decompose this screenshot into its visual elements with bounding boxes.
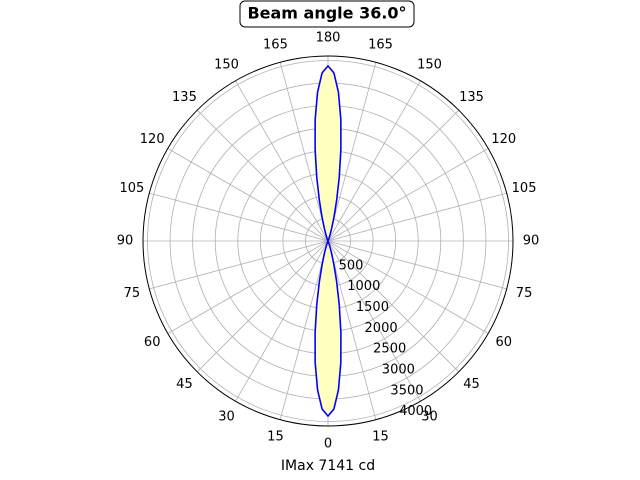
r-tick-label: 2000 xyxy=(365,321,398,336)
theta-tick-label: 180 xyxy=(316,31,341,46)
theta-tick-label: 60 xyxy=(496,335,513,350)
r-tick-label: 500 xyxy=(339,258,364,273)
r-tick-label: 1000 xyxy=(347,279,380,294)
r-tick-label: 3000 xyxy=(382,363,415,378)
theta-tick-label: 45 xyxy=(463,377,480,392)
r-tick-label: 2500 xyxy=(373,342,406,357)
grid-spoke xyxy=(327,62,377,242)
beam-line xyxy=(314,64,342,418)
theta-tick-label: 150 xyxy=(417,58,442,73)
theta-tick-label: 105 xyxy=(120,181,145,196)
theta-tick-label: 90 xyxy=(523,234,540,249)
grid-spoke xyxy=(327,240,377,420)
theta-tick-label: 105 xyxy=(512,181,537,196)
grid-spoke xyxy=(327,148,489,242)
r-tick-label: 4000 xyxy=(399,404,432,419)
polar-frame xyxy=(142,55,514,427)
theta-tick-label: 30 xyxy=(421,409,438,424)
grid-spoke xyxy=(327,240,421,402)
theta-tick-label: 0 xyxy=(324,437,332,452)
theta-tick-label: 15 xyxy=(372,430,389,445)
theta-tick-label: 150 xyxy=(214,58,239,73)
grid-spoke xyxy=(327,240,460,373)
grid-spoke xyxy=(196,240,329,373)
theta-tick-label: 15 xyxy=(267,430,284,445)
grid-spoke xyxy=(327,80,421,242)
theta-tick-label: 75 xyxy=(516,286,533,301)
theta-tick-label: 60 xyxy=(144,335,161,350)
grid-spoke xyxy=(327,240,489,334)
grid-spoke xyxy=(149,192,329,242)
theta-tick-label: 135 xyxy=(459,90,484,105)
grid-spoke xyxy=(327,192,507,242)
grid-spoke xyxy=(327,109,460,242)
grid-spoke xyxy=(167,148,329,242)
grid-spoke xyxy=(196,109,329,242)
theta-tick-label: 165 xyxy=(263,37,288,52)
grid-spoke xyxy=(279,240,329,420)
theta-tick-label: 75 xyxy=(124,286,141,301)
grid-spoke xyxy=(235,80,329,242)
grid-spoke xyxy=(279,62,329,242)
chart-title: Beam angle 36.0° xyxy=(247,4,406,23)
x-axis-label: IMax 7141 cd xyxy=(281,458,375,474)
grid-spoke xyxy=(149,240,329,290)
theta-tick-label: 45 xyxy=(176,377,193,392)
theta-tick-label: 120 xyxy=(140,132,165,147)
theta-tick-label: 135 xyxy=(172,90,197,105)
title-box xyxy=(239,0,415,28)
theta-tick-label: 30 xyxy=(218,409,235,424)
grid-spoke xyxy=(235,240,329,402)
theta-tick-label: 90 xyxy=(117,234,134,249)
theta-tick-label: 165 xyxy=(368,37,393,52)
theta-tick-label: 120 xyxy=(491,132,516,147)
grid-spoke xyxy=(327,240,507,290)
r-tick-label: 1500 xyxy=(356,300,389,315)
r-tick-label: 3500 xyxy=(390,383,423,398)
grid-spoke xyxy=(167,240,329,334)
